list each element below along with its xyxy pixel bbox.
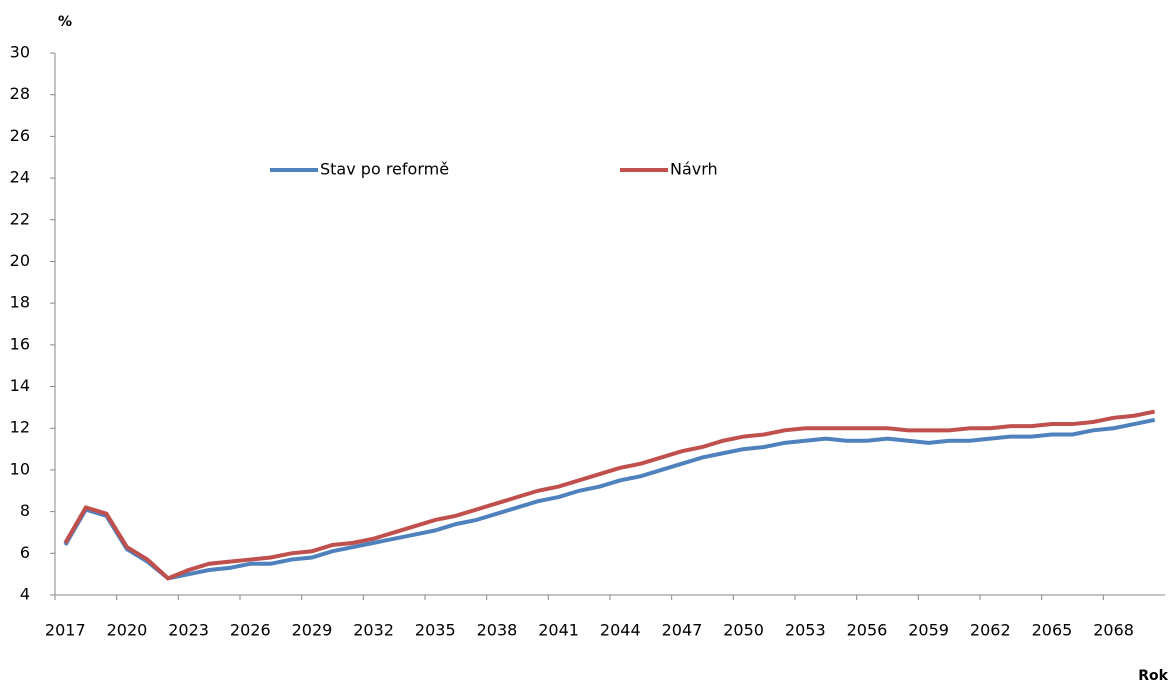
x-tick-label: 2047 bbox=[662, 621, 703, 640]
x-tick-label: 2065 bbox=[1032, 621, 1073, 640]
x-tick-label: 2053 bbox=[785, 621, 826, 640]
y-tick-label: 8 bbox=[20, 501, 30, 520]
legend-label: Návrh bbox=[670, 160, 718, 179]
x-tick-label: 2056 bbox=[847, 621, 888, 640]
y-tick-label: 4 bbox=[20, 585, 30, 604]
y-tick-label: 30 bbox=[10, 43, 30, 62]
line-series bbox=[63, 409, 1156, 581]
y-axis-label: % bbox=[58, 14, 72, 30]
y-tick-label: 24 bbox=[10, 168, 30, 187]
y-tick-label: 6 bbox=[20, 543, 30, 562]
x-tick-label: 2038 bbox=[477, 621, 518, 640]
x-tick-label: 2068 bbox=[1093, 621, 1134, 640]
x-tick-label: 2026 bbox=[230, 621, 271, 640]
y-tick-label: 22 bbox=[10, 209, 30, 228]
y-tick-label: 12 bbox=[10, 418, 30, 437]
y-tick-label: 16 bbox=[10, 334, 30, 353]
y-tick-label: 20 bbox=[10, 251, 30, 270]
x-tick-label: 2041 bbox=[538, 621, 579, 640]
y-tick-label: 14 bbox=[10, 376, 30, 395]
x-tick-label: 2035 bbox=[415, 621, 456, 640]
x-tick-label: 2017 bbox=[45, 621, 86, 640]
y-tick-label: 10 bbox=[10, 459, 30, 478]
x-axis-label: Rok bbox=[1138, 668, 1168, 684]
x-tick-label: 2062 bbox=[970, 621, 1011, 640]
legend-label: Stav po reformě bbox=[320, 160, 449, 179]
x-tick-label: 2029 bbox=[292, 621, 333, 640]
x-tick-label: 2059 bbox=[908, 621, 949, 640]
y-tick-label: 28 bbox=[10, 84, 30, 103]
x-tick-label: 2020 bbox=[107, 621, 148, 640]
x-tick-label: 2032 bbox=[353, 621, 394, 640]
y-tick-label: 18 bbox=[10, 293, 30, 312]
x-tick-label: 2050 bbox=[723, 621, 764, 640]
x-tick-label: 2023 bbox=[168, 621, 209, 640]
y-tick-label: 26 bbox=[10, 126, 30, 145]
x-tick-label: 2044 bbox=[600, 621, 641, 640]
line-series bbox=[63, 417, 1156, 581]
